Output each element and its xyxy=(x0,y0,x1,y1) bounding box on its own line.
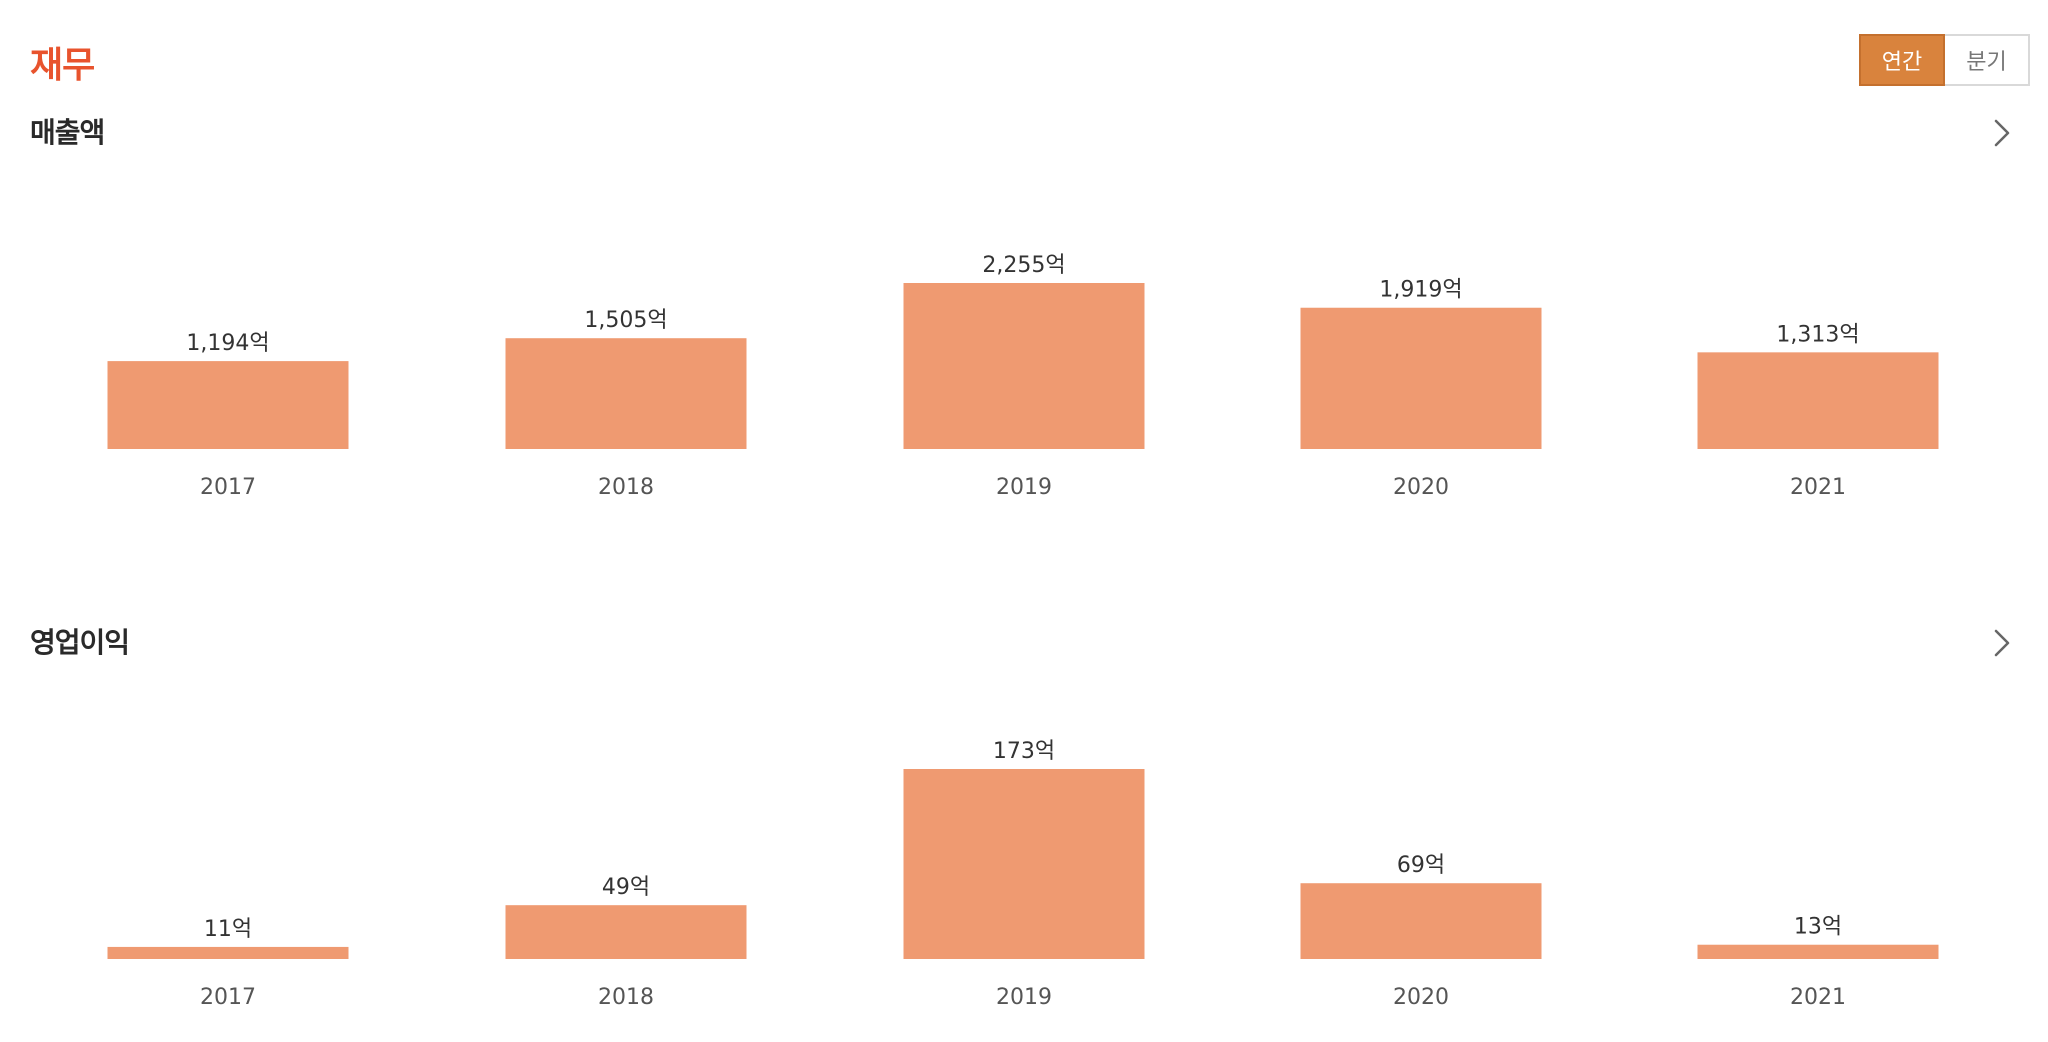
category-label-2018: 2018 xyxy=(598,985,654,1010)
bar-2021 xyxy=(1697,944,1939,959)
value-label-2017: 1,194억 xyxy=(186,331,269,356)
bar-2019 xyxy=(903,283,1145,449)
value-label-2018: 49억 xyxy=(602,875,650,900)
category-label-2021: 2021 xyxy=(1790,475,1846,500)
value-label-2017: 11억 xyxy=(204,917,252,942)
value-label-2021: 1,313억 xyxy=(1776,322,1859,347)
category-label-2017: 2017 xyxy=(200,985,256,1010)
category-label-2018: 2018 xyxy=(598,475,654,500)
value-label-2020: 1,919억 xyxy=(1379,278,1462,303)
value-label-2019: 2,255억 xyxy=(982,253,1065,278)
value-label-2021: 13억 xyxy=(1794,915,1842,940)
category-label-2017: 2017 xyxy=(200,475,256,500)
revenue-chart-header: 매출액 xyxy=(30,109,2020,157)
category-label-2019: 2019 xyxy=(996,475,1052,500)
revenue-chart-title: 매출액 xyxy=(30,116,105,149)
category-label-2019: 2019 xyxy=(996,985,1052,1010)
revenue-more-chevron-right-icon[interactable] xyxy=(1984,115,2020,151)
operating-profit-chart-header: 영업이익 xyxy=(30,619,2020,667)
operating-profit-more-chevron-right-icon[interactable] xyxy=(1984,625,2020,661)
bar-2018 xyxy=(505,905,747,959)
value-label-2020: 69억 xyxy=(1397,853,1445,878)
section-title: 재무 xyxy=(30,45,95,86)
quarterly-toggle-button[interactable]: 분기 xyxy=(1945,34,2030,86)
bar-2018 xyxy=(505,338,747,449)
operating-profit-bar-chart: 11억 2017 49억 2018 173억 2019 69억 2020 13억 2021 xyxy=(107,739,1939,1010)
bar-2021 xyxy=(1697,352,1939,449)
category-label-2020: 2020 xyxy=(1393,985,1449,1010)
value-label-2019: 173억 xyxy=(993,739,1055,764)
value-label-2018: 1,505억 xyxy=(584,308,667,333)
category-label-2021: 2021 xyxy=(1790,985,1846,1010)
category-label-2020: 2020 xyxy=(1393,475,1449,500)
bar-2017 xyxy=(107,946,349,959)
bar-2020 xyxy=(1300,883,1542,959)
annual-toggle-button[interactable]: 연간 xyxy=(1859,34,1945,86)
bar-2017 xyxy=(107,361,349,449)
revenue-bar-chart: 1,194억 2017 1,505억 2018 2,255억 2019 1,919억 2020… xyxy=(107,253,1939,500)
operating-profit-chart-title: 영업이익 xyxy=(30,626,130,659)
bar-2020 xyxy=(1300,307,1542,449)
bar-2019 xyxy=(903,769,1145,959)
period-toggle: 연간 분기 xyxy=(1859,34,2030,86)
